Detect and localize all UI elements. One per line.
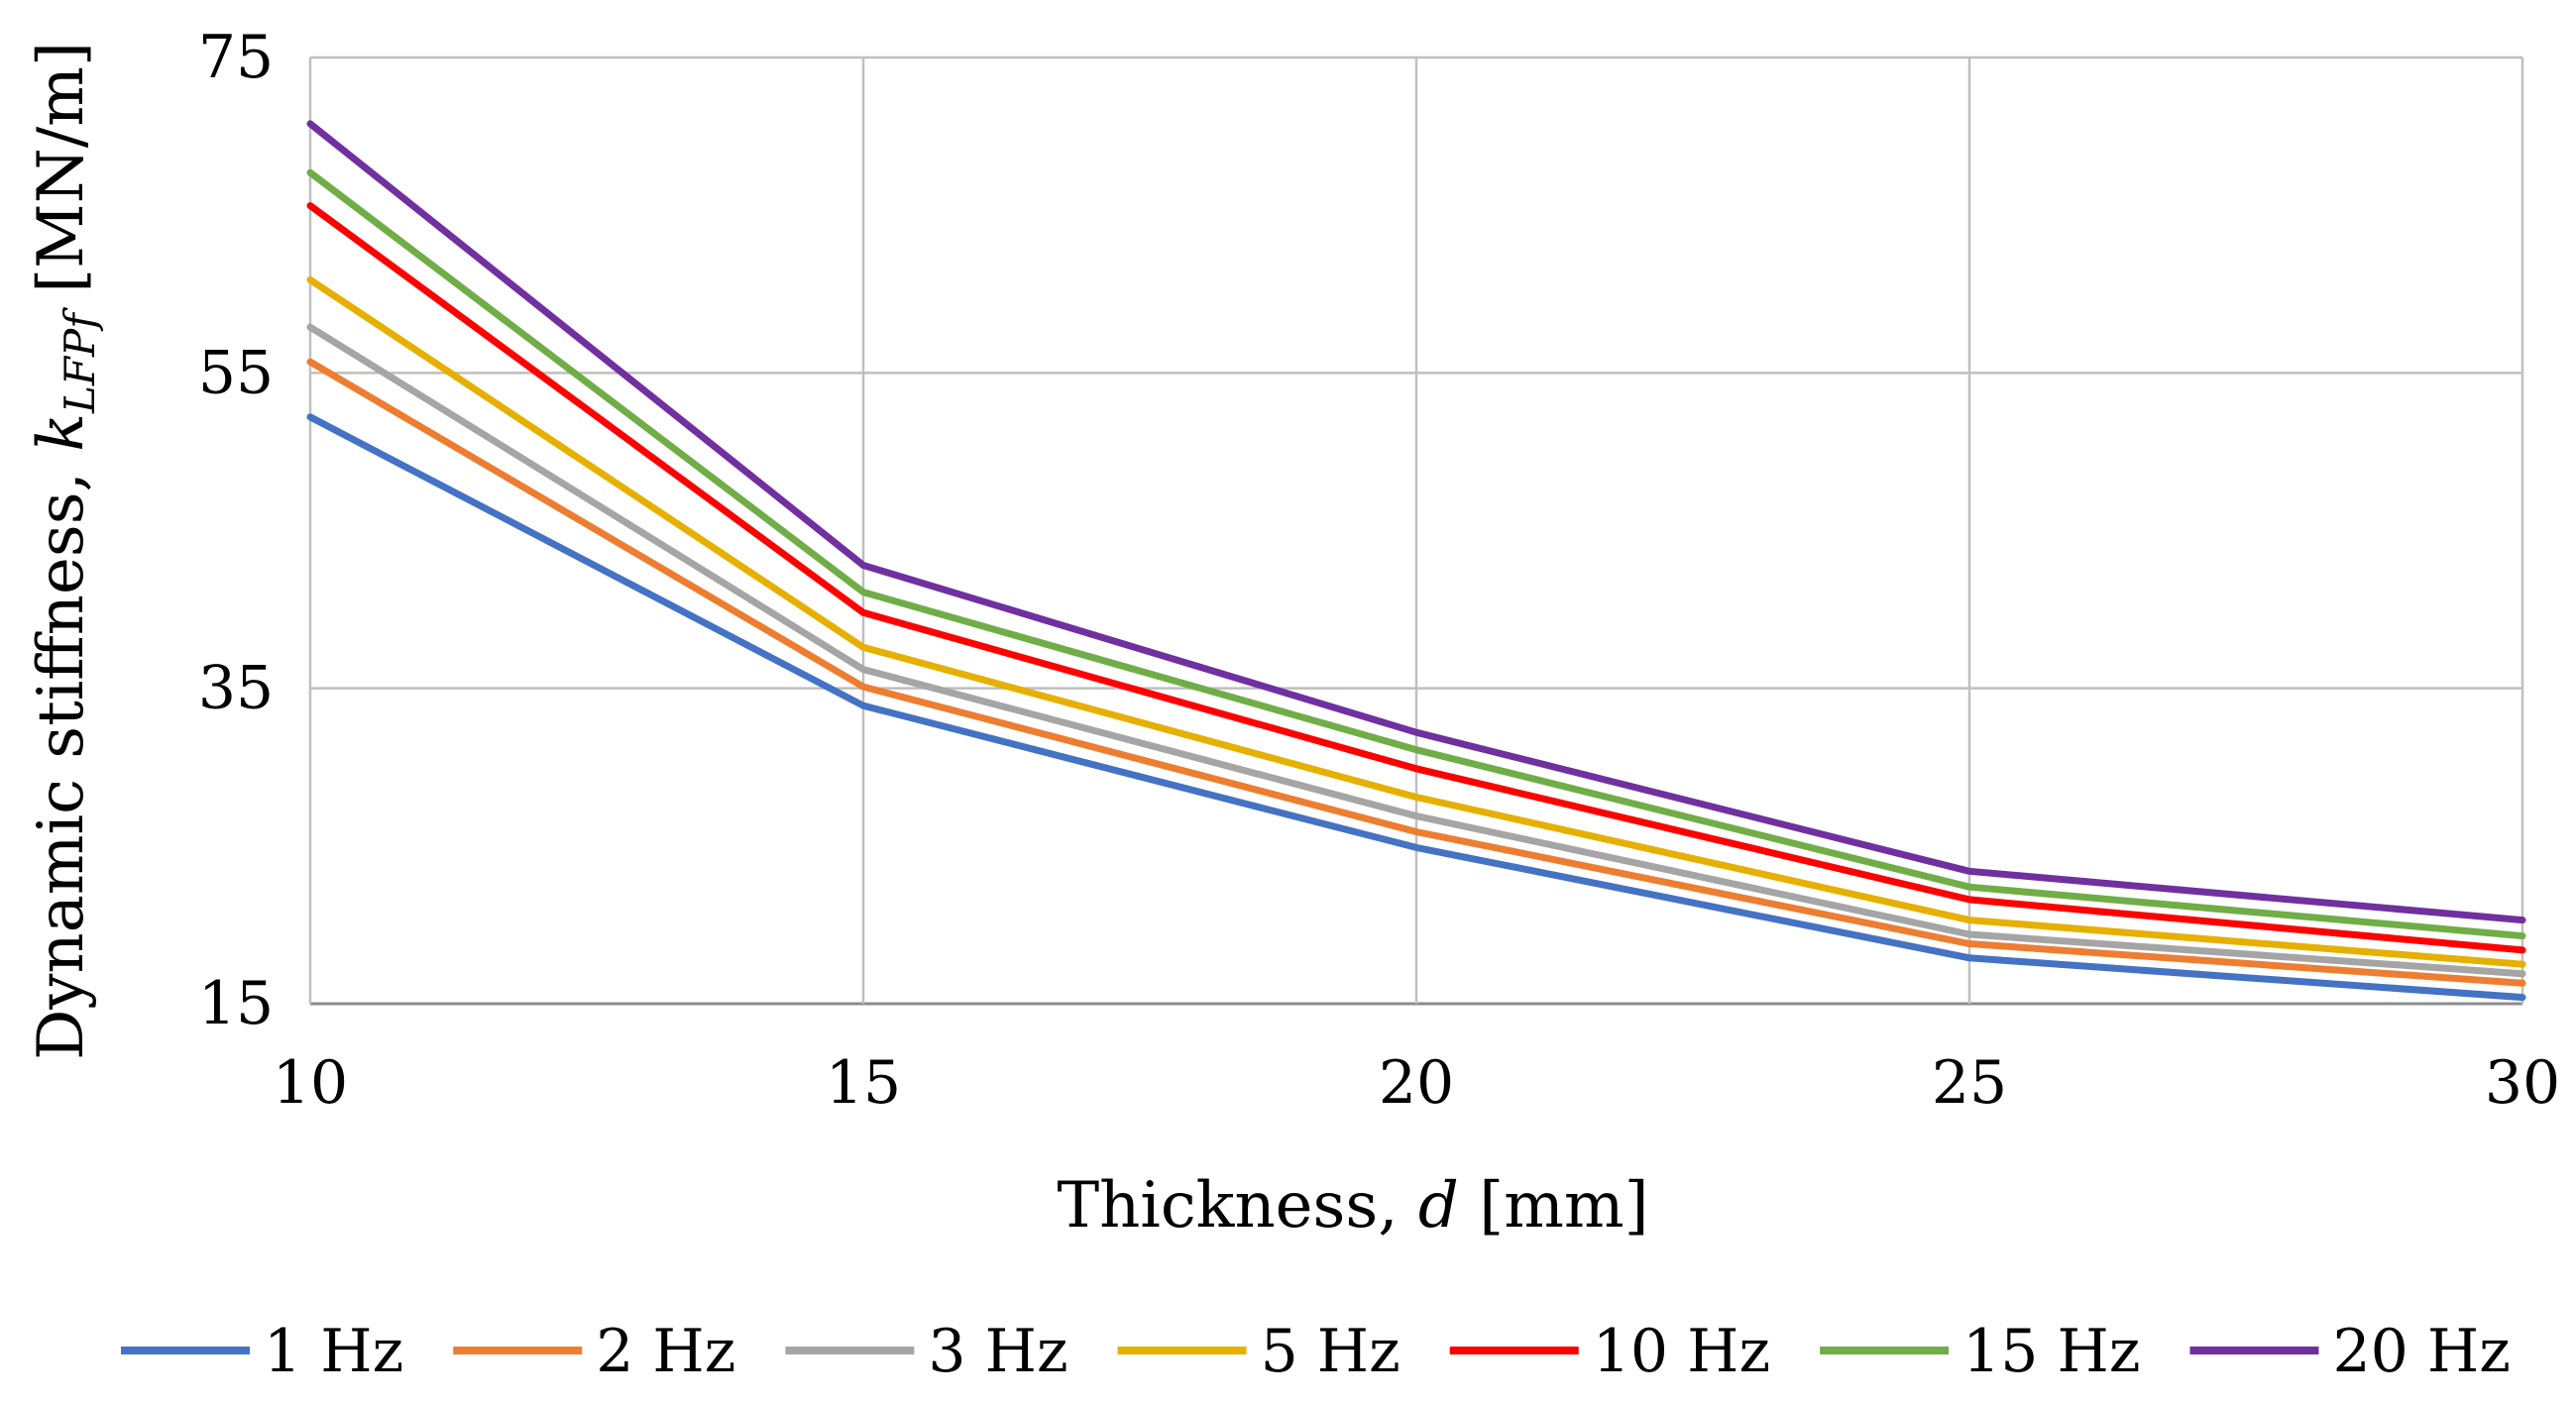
series-line-5-hz (306, 275, 2526, 968)
y-tick-label: 35 (198, 654, 274, 723)
grid-lines (308, 55, 2524, 1006)
series-line-3-hz (306, 323, 2526, 978)
legend-label: 10 Hz (1593, 1317, 1770, 1386)
legend-label: 15 Hz (1962, 1317, 2140, 1386)
legend-label: 3 Hz (928, 1317, 1067, 1386)
series-line-2-hz (306, 358, 2526, 987)
y-tick-label: 15 (198, 969, 274, 1038)
x-tick-label: 15 (826, 1048, 901, 1118)
legend-label: 1 Hz (264, 1317, 403, 1386)
y-axis-title: Dynamic stiffness, kLFPf [MN/m] (25, 42, 104, 1060)
x-axis-title: Thickness, d [mm] (1057, 1169, 1648, 1243)
legend: 1 Hz 2 Hz 3 Hz 5 Hz 10 Hz 15 Hz 20 Hz (121, 1317, 2511, 1386)
series-line-20-hz (306, 120, 2526, 924)
series-line-15-hz (306, 168, 2526, 940)
series-line-1-hz (306, 413, 2526, 1002)
legend-label: 5 Hz (1261, 1317, 1400, 1386)
series-line-10-hz (306, 202, 2526, 954)
x-tick-label: 10 (273, 1048, 348, 1118)
x-tick-labels: 10 15 20 25 30 (273, 1048, 2560, 1118)
legend-label: 2 Hz (596, 1317, 735, 1386)
series-lines (306, 120, 2526, 1002)
x-tick-label: 25 (1932, 1048, 2007, 1118)
x-tick-label: 20 (1379, 1048, 1454, 1118)
legend-label: 20 Hz (2332, 1317, 2510, 1386)
y-tick-labels: 15 35 55 75 (198, 23, 274, 1038)
y-tick-label: 75 (198, 23, 274, 92)
x-tick-label: 30 (2485, 1048, 2560, 1118)
y-tick-label: 55 (198, 338, 274, 407)
